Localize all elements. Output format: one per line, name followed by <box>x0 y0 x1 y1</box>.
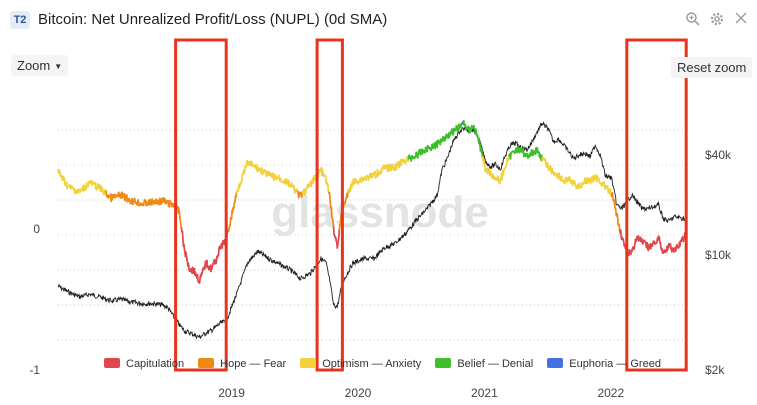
y-right-tick-label: $40k <box>705 148 732 162</box>
price-series <box>57 120 686 340</box>
nupl-segment <box>229 217 232 227</box>
y-axis-right: $40k $10k $2k <box>705 148 732 377</box>
highlight-boxes <box>174 38 688 372</box>
legend-swatch <box>435 358 452 368</box>
nupl-segment <box>618 223 621 232</box>
chart-badge: T2 <box>10 11 30 29</box>
glassnode-watermark: glassnode <box>271 188 489 237</box>
nupl-segment <box>178 215 182 223</box>
legend-label: Euphoria — Greed <box>569 358 661 370</box>
legend-label: Optimism — Anxiety <box>322 358 422 370</box>
grid-lines <box>58 129 690 341</box>
legend-swatch <box>198 358 215 368</box>
nupl-segment <box>330 206 333 218</box>
legend-label: Hope — Fear <box>220 358 287 370</box>
highlight-box <box>315 38 344 372</box>
caret-down-icon: ▼ <box>54 62 63 72</box>
nupl-segment <box>619 229 623 238</box>
zoom-in-icon[interactable] <box>684 11 702 29</box>
nupl-segment <box>614 208 618 216</box>
nupl-segment <box>332 226 335 236</box>
x-tick-label: 2021 <box>471 386 498 400</box>
y-right-tick-label: $2k <box>705 363 725 377</box>
reset-zoom-button[interactable]: Reset zoom <box>671 57 753 78</box>
x-tick-label: 2022 <box>597 386 624 400</box>
x-tick-label: 2020 <box>345 386 372 400</box>
legend-swatch <box>300 358 317 368</box>
chart-header: T2 Bitcoin: Net Unrealized Profit/Loss (… <box>0 0 757 40</box>
nupl-segment <box>328 194 332 204</box>
legend-item-euphoria-greed[interactable]: Euphoria — Greed <box>547 358 661 370</box>
price-line <box>57 120 686 340</box>
legend-label: Belief — Denial <box>457 358 534 370</box>
zoom-label: Zoom <box>17 58 51 73</box>
chart-legend: Capitulation Hope — Fear Optimism — Anxi… <box>104 358 672 374</box>
legend-label: Capitulation <box>126 358 185 370</box>
nupl-segment <box>658 236 661 244</box>
nupl-segment <box>324 174 327 184</box>
y-axis-left: 0 -1 <box>29 222 40 377</box>
legend-item-capitulation[interactable]: Capitulation <box>104 358 184 370</box>
nupl-segment <box>196 274 199 283</box>
chart-title: Bitcoin: Net Unrealized Profit/Loss (NUP… <box>38 11 388 28</box>
close-icon[interactable] <box>732 11 750 29</box>
x-tick-label: 2019 <box>218 386 245 400</box>
zoom-dropdown[interactable]: Zoom ▼ <box>11 55 69 76</box>
nupl-segment <box>336 238 340 246</box>
nupl-segment <box>187 262 190 270</box>
nupl-segment <box>217 247 220 257</box>
nupl-segment <box>346 190 349 198</box>
nupl-segment <box>123 192 126 200</box>
legend-swatch <box>547 358 564 368</box>
nupl-segment <box>292 184 296 193</box>
legend-item-hope-fear[interactable]: Hope — Fear <box>198 358 286 370</box>
nupl-segment <box>616 217 620 226</box>
legend-item-belief-denial[interactable]: Belief — Denial <box>435 358 533 370</box>
nupl-segment <box>509 152 512 160</box>
legend-swatch <box>104 358 120 368</box>
nupl-segment <box>221 241 224 249</box>
nupl-segment <box>183 243 186 251</box>
nupl-segment <box>181 230 184 239</box>
highlight-box <box>625 38 688 372</box>
nupl-segment <box>332 220 335 229</box>
y-left-tick-label: -1 <box>29 363 40 377</box>
y-left-tick-label: 0 <box>33 222 40 236</box>
legend-item-optimism-anxiety[interactable]: Optimism — Anxiety <box>300 358 421 370</box>
nupl-segment <box>338 228 341 238</box>
gear-icon[interactable] <box>708 11 726 29</box>
x-axis: 2019 2020 2021 2022 <box>218 386 624 400</box>
nupl-segment <box>339 214 342 225</box>
highlight-box <box>174 38 228 372</box>
y-right-tick-label: $10k <box>705 248 732 262</box>
nupl-segment <box>501 172 504 181</box>
